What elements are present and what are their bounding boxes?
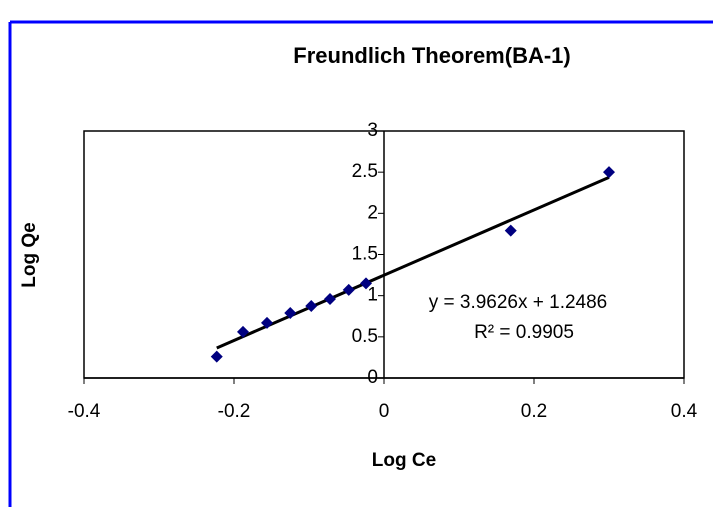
x-tick-label: 0.2 — [521, 401, 547, 422]
trendline — [216, 175, 610, 350]
data-point — [210, 350, 223, 363]
x-tick-label: 0 — [379, 401, 390, 422]
data-point — [261, 316, 273, 329]
y-tick-label: 3 — [367, 120, 378, 141]
x-tick-label: -0.2 — [218, 401, 251, 422]
y-axis-title: Log Qe — [19, 222, 40, 287]
y-tick-label: 1 — [367, 285, 378, 306]
data-point — [284, 306, 297, 319]
trendline-r-squared: R² = 0.9905 — [474, 322, 574, 343]
y-tick-label: 2 — [367, 202, 378, 223]
data-point — [305, 299, 318, 312]
x-axis-title: Log Ce — [372, 450, 436, 471]
chart-title: Freundlich Theorem(BA-1) — [293, 43, 570, 68]
data-point — [342, 283, 355, 296]
y-tick-label: 0.5 — [352, 326, 378, 347]
trendline-equation: y = 3.9626x + 1.2486 — [429, 292, 608, 313]
data-point — [360, 277, 372, 290]
data-point — [237, 325, 249, 338]
data-point — [603, 166, 615, 179]
x-tick-label: -0.4 — [68, 401, 101, 422]
data-point — [324, 292, 336, 305]
y-tick-label: 0 — [367, 367, 378, 388]
data-point — [504, 224, 517, 237]
y-tick-label: 1.5 — [352, 244, 378, 265]
x-tick-label: 0.4 — [671, 401, 698, 422]
y-tick-label: 2.5 — [352, 161, 378, 182]
